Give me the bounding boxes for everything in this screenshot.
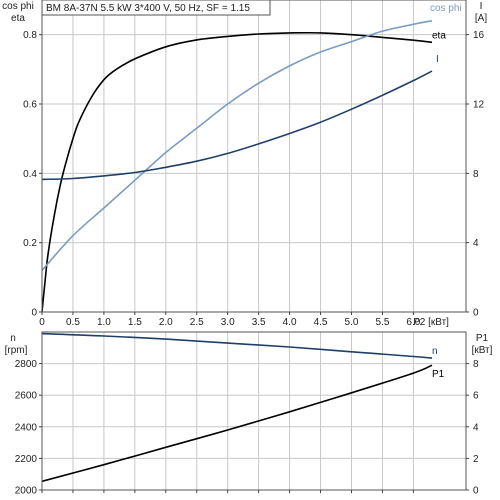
lower-plot: 2000 2200 2400 2600 2800 0 2 4 6 8 n P1 bbox=[15, 331, 479, 497]
x-tick-label: 1.5 bbox=[128, 317, 142, 328]
lower-right-axis-label-line2: [кВт] bbox=[472, 345, 493, 356]
upper-x-axis-unit-label: P2 [кВт] bbox=[413, 317, 449, 328]
series-line-p1 bbox=[41, 364, 433, 483]
x-tick-label: 5.0 bbox=[345, 317, 359, 328]
x-tick-label: 5.5 bbox=[375, 317, 389, 328]
series-label-eta: eta bbox=[432, 30, 446, 41]
left-tick-label: 2200 bbox=[15, 454, 38, 465]
series-line-i bbox=[41, 70, 433, 181]
upper-right-axis-label-line2: [A] bbox=[475, 13, 487, 24]
x-tick-label: 4.0 bbox=[283, 317, 297, 328]
series-label-p1: P1 bbox=[432, 369, 445, 380]
right-tick-label: 6 bbox=[473, 391, 479, 402]
x-tick-label: 6.0 bbox=[406, 317, 420, 328]
upper-series bbox=[41, 20, 433, 313]
upper-right-axis-label-line1: I bbox=[480, 1, 483, 12]
upper-plot-frame bbox=[41, 0, 467, 313]
lower-right-axis-label-line1: P1 bbox=[476, 333, 489, 344]
series-line-eta bbox=[41, 31, 433, 313]
title-box bbox=[41, 0, 271, 16]
lower-left-axis-label-line1: n bbox=[10, 333, 16, 344]
series-label-n: n bbox=[432, 346, 438, 357]
lower-plot-area bbox=[42, 332, 466, 490]
x-tick-label: 0 bbox=[39, 317, 45, 328]
left-tick-label: 0 bbox=[31, 308, 37, 319]
x-tick-label: 4.5 bbox=[314, 317, 328, 328]
series-label-i: I bbox=[436, 54, 439, 65]
upper-left-axis-label-line1: cos phi bbox=[2, 1, 34, 12]
lower-series-labels: n P1 bbox=[432, 346, 445, 380]
left-tick-label: 0.4 bbox=[23, 169, 37, 180]
series-label-cos-phi: cos phi bbox=[430, 3, 462, 14]
series-line-cos-phi bbox=[41, 20, 433, 271]
left-tick-label: 0.2 bbox=[23, 238, 37, 249]
upper-series-labels: eta cos phi I bbox=[430, 3, 462, 65]
chart-title: BM 8A-37N 5.5 kW 3*400 V, 50 Hz, SF = 1.… bbox=[46, 3, 250, 14]
upper-left-axis-label-line2: eta bbox=[11, 13, 25, 24]
lower-series bbox=[41, 332, 433, 483]
right-tick-label: 4 bbox=[473, 238, 479, 249]
lower-left-axis-label-line2: [rpm] bbox=[5, 345, 28, 356]
right-tick-label: 16 bbox=[473, 30, 485, 41]
upper-plot: 0 0.5 1.0 1.5 2.0 2.5 3.0 3.5 4.0 4.5 5.0 5.5 6.0 0 0.… bbox=[23, 0, 485, 328]
right-tick-label: 0 bbox=[473, 486, 479, 497]
left-tick-label: 0.8 bbox=[23, 30, 37, 41]
x-tick-label: 3.5 bbox=[252, 317, 266, 328]
x-tick-label: 1.0 bbox=[97, 317, 111, 328]
x-tick-label: 3.0 bbox=[221, 317, 235, 328]
right-tick-label: 8 bbox=[473, 359, 479, 370]
series-line-n bbox=[41, 332, 433, 359]
left-tick-label: 0.6 bbox=[23, 100, 37, 111]
upper-ticks: 0 0.5 1.0 1.5 2.0 2.5 3.0 3.5 4.0 4.5 5.0 5.5 6.0 0 0.… bbox=[23, 30, 484, 328]
lower-plot-frame bbox=[41, 331, 467, 491]
left-tick-label: 2600 bbox=[15, 391, 38, 402]
x-tick-label: 2.0 bbox=[159, 317, 173, 328]
lower-grid bbox=[42, 332, 466, 490]
left-tick-label: 2400 bbox=[15, 422, 38, 433]
right-tick-label: 4 bbox=[473, 422, 479, 433]
left-tick-label: 2800 bbox=[15, 359, 38, 370]
right-tick-label: 2 bbox=[473, 454, 479, 465]
x-tick-label: 0.5 bbox=[66, 317, 80, 328]
x-tick-label: 2.5 bbox=[190, 317, 204, 328]
right-tick-label: 0 bbox=[473, 308, 479, 319]
left-tick-label: 2000 bbox=[15, 486, 38, 497]
right-tick-label: 12 bbox=[473, 100, 485, 111]
lower-ticks: 2000 2200 2400 2600 2800 0 2 4 6 8 bbox=[15, 359, 479, 496]
right-tick-label: 8 bbox=[473, 169, 479, 180]
upper-plot-area bbox=[42, 0, 466, 312]
